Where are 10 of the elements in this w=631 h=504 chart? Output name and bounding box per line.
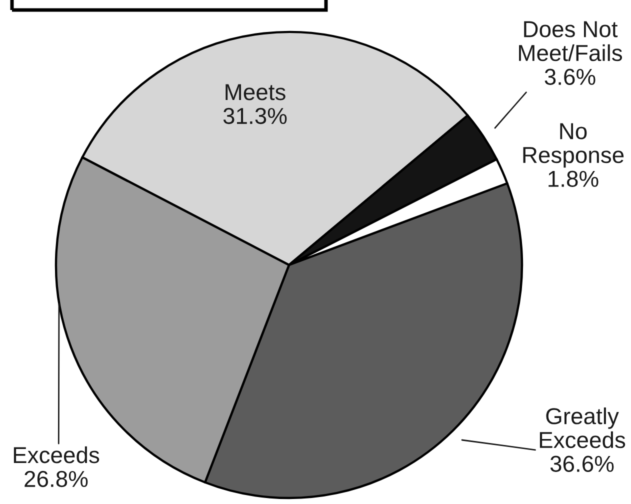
slice-label: Greatly Exceeds: [540, 407, 626, 448]
slice-label: Exceeds: [14, 446, 100, 464]
data-label: 1.8%: [548, 170, 598, 188]
slice-label: Does Not Meet/Fails: [519, 21, 622, 62]
data-label: 3.6%: [544, 68, 596, 86]
data-label: 31.3%: [223, 108, 287, 124]
data-label: 36.6%: [550, 456, 614, 472]
slice-label: No Response: [523, 123, 624, 168]
slice-label: Meets: [226, 84, 286, 100]
data-label: 26.8%: [24, 470, 88, 488]
